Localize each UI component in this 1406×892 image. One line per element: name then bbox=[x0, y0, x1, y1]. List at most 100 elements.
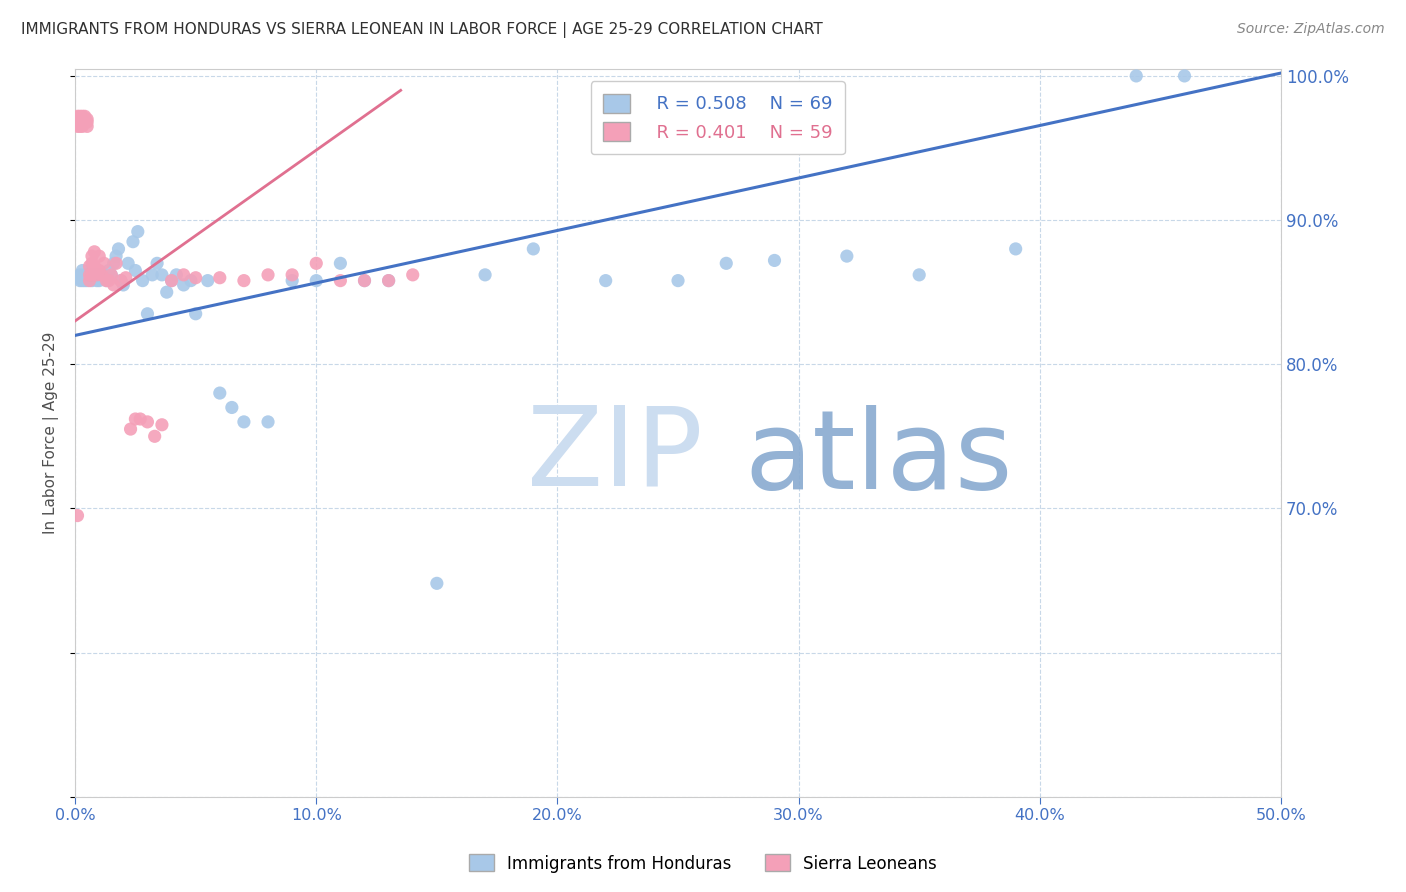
Point bbox=[281, 268, 304, 282]
Point bbox=[93, 268, 115, 282]
Point bbox=[69, 109, 91, 123]
Point bbox=[232, 415, 254, 429]
Point bbox=[353, 274, 375, 288]
Point bbox=[763, 253, 786, 268]
Point bbox=[97, 263, 120, 277]
Point bbox=[76, 274, 98, 288]
Point bbox=[66, 270, 89, 285]
Point bbox=[103, 256, 125, 270]
Point bbox=[377, 274, 399, 288]
Point bbox=[184, 307, 207, 321]
Point bbox=[76, 112, 98, 127]
Point bbox=[173, 277, 195, 292]
Point bbox=[72, 263, 94, 277]
Point bbox=[66, 115, 89, 129]
Point bbox=[595, 274, 617, 288]
Point bbox=[1004, 242, 1026, 256]
Point bbox=[66, 508, 89, 523]
Point bbox=[908, 268, 931, 282]
Text: atlas: atlas bbox=[744, 405, 1012, 512]
Point bbox=[257, 268, 280, 282]
Point bbox=[79, 274, 101, 288]
Point bbox=[184, 270, 207, 285]
Point bbox=[80, 249, 103, 263]
Point bbox=[129, 412, 152, 426]
Point bbox=[76, 270, 98, 285]
Point bbox=[72, 274, 94, 288]
Point bbox=[208, 270, 231, 285]
Point bbox=[143, 429, 166, 443]
Point bbox=[136, 415, 159, 429]
Point bbox=[73, 109, 96, 123]
Point bbox=[426, 576, 449, 591]
Point bbox=[666, 274, 689, 288]
Point bbox=[80, 256, 103, 270]
Point bbox=[89, 268, 111, 282]
Point bbox=[377, 274, 399, 288]
Point bbox=[69, 112, 91, 127]
Point bbox=[329, 274, 352, 288]
Point bbox=[76, 268, 98, 282]
Point bbox=[103, 277, 125, 292]
Point bbox=[83, 244, 105, 259]
Point bbox=[100, 268, 122, 282]
Y-axis label: In Labor Force | Age 25-29: In Labor Force | Age 25-29 bbox=[44, 332, 59, 534]
Point bbox=[160, 274, 183, 288]
Point bbox=[79, 270, 101, 285]
Point bbox=[73, 274, 96, 288]
Point bbox=[89, 274, 111, 288]
Point bbox=[80, 268, 103, 282]
Point bbox=[150, 268, 173, 282]
Point bbox=[208, 386, 231, 401]
Point bbox=[124, 412, 146, 426]
Point bbox=[80, 268, 103, 282]
Point bbox=[86, 274, 108, 288]
Point bbox=[72, 109, 94, 123]
Point bbox=[160, 274, 183, 288]
Point bbox=[221, 401, 243, 415]
Point bbox=[83, 268, 105, 282]
Point bbox=[86, 268, 108, 282]
Point bbox=[83, 270, 105, 285]
Point bbox=[329, 256, 352, 270]
Point bbox=[72, 112, 94, 127]
Point bbox=[90, 268, 112, 282]
Point bbox=[1125, 69, 1147, 83]
Point bbox=[232, 274, 254, 288]
Point bbox=[305, 256, 328, 270]
Point bbox=[96, 274, 118, 288]
Point bbox=[305, 274, 328, 288]
Point bbox=[79, 259, 101, 273]
Point bbox=[69, 120, 91, 134]
Point bbox=[105, 249, 128, 263]
Text: ZIP: ZIP bbox=[527, 401, 703, 508]
Point bbox=[73, 112, 96, 127]
Point bbox=[150, 417, 173, 432]
Point bbox=[156, 285, 179, 300]
Point bbox=[83, 259, 105, 273]
Point bbox=[131, 274, 153, 288]
Text: Source: ZipAtlas.com: Source: ZipAtlas.com bbox=[1237, 22, 1385, 37]
Point bbox=[79, 268, 101, 282]
Point bbox=[122, 235, 145, 249]
Point bbox=[69, 115, 91, 129]
Point bbox=[124, 263, 146, 277]
Point bbox=[90, 270, 112, 285]
Point bbox=[66, 120, 89, 134]
Legend:   R = 0.508    N = 69,   R = 0.401    N = 59: R = 0.508 N = 69, R = 0.401 N = 59 bbox=[591, 81, 845, 154]
Point bbox=[136, 307, 159, 321]
Text: IMMIGRANTS FROM HONDURAS VS SIERRA LEONEAN IN LABOR FORCE | AGE 25-29 CORRELATIO: IMMIGRANTS FROM HONDURAS VS SIERRA LEONE… bbox=[21, 22, 823, 38]
Point bbox=[73, 115, 96, 129]
Point bbox=[97, 274, 120, 288]
Point bbox=[76, 120, 98, 134]
Point bbox=[107, 242, 129, 256]
Point bbox=[80, 274, 103, 288]
Point bbox=[110, 274, 132, 288]
Point bbox=[73, 270, 96, 285]
Point bbox=[105, 256, 128, 270]
Point bbox=[72, 120, 94, 134]
Point bbox=[716, 256, 738, 270]
Point bbox=[72, 112, 94, 127]
Point bbox=[110, 274, 132, 288]
Point bbox=[86, 268, 108, 282]
